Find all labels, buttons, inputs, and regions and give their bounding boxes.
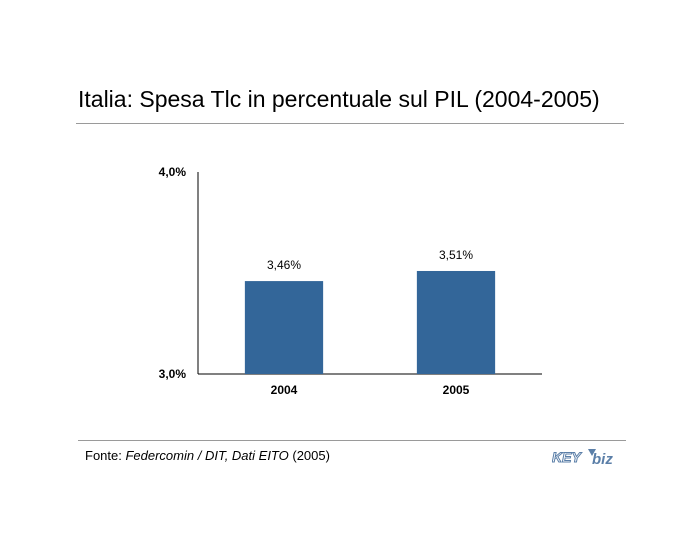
x-tick-label: 2005 bbox=[443, 383, 470, 397]
x-tick-label: 2004 bbox=[271, 383, 298, 397]
source-prefix: Fonte: bbox=[85, 448, 126, 463]
logo-key-text: KEY bbox=[552, 449, 582, 465]
bar-2005 bbox=[416, 270, 496, 374]
bar-chart: 3,0% 4,0% 3,46% 2004 3,51% 2005 bbox=[159, 165, 542, 397]
footer-divider bbox=[78, 440, 626, 441]
source-suffix: (2005) bbox=[288, 448, 330, 463]
logo-arrow-icon bbox=[588, 449, 596, 456]
logo-biz-text: biz bbox=[592, 451, 613, 468]
page-title: Italia: Spesa Tlc in percentuale sul PIL… bbox=[78, 86, 600, 112]
data-label: 3,51% bbox=[439, 248, 473, 262]
source-note: Fonte: Federcomin / DIT, Dati EITO (2005… bbox=[85, 448, 330, 463]
source-italic: Federcomin / DIT, Dati EITO bbox=[125, 448, 289, 463]
keybiz-logo: KEY biz bbox=[552, 449, 613, 469]
data-label: 3,46% bbox=[267, 258, 301, 272]
y-tick-label: 4,0% bbox=[159, 165, 187, 179]
bar-2004 bbox=[244, 281, 324, 374]
title-divider bbox=[76, 123, 624, 124]
y-tick-label: 3,0% bbox=[159, 367, 187, 381]
